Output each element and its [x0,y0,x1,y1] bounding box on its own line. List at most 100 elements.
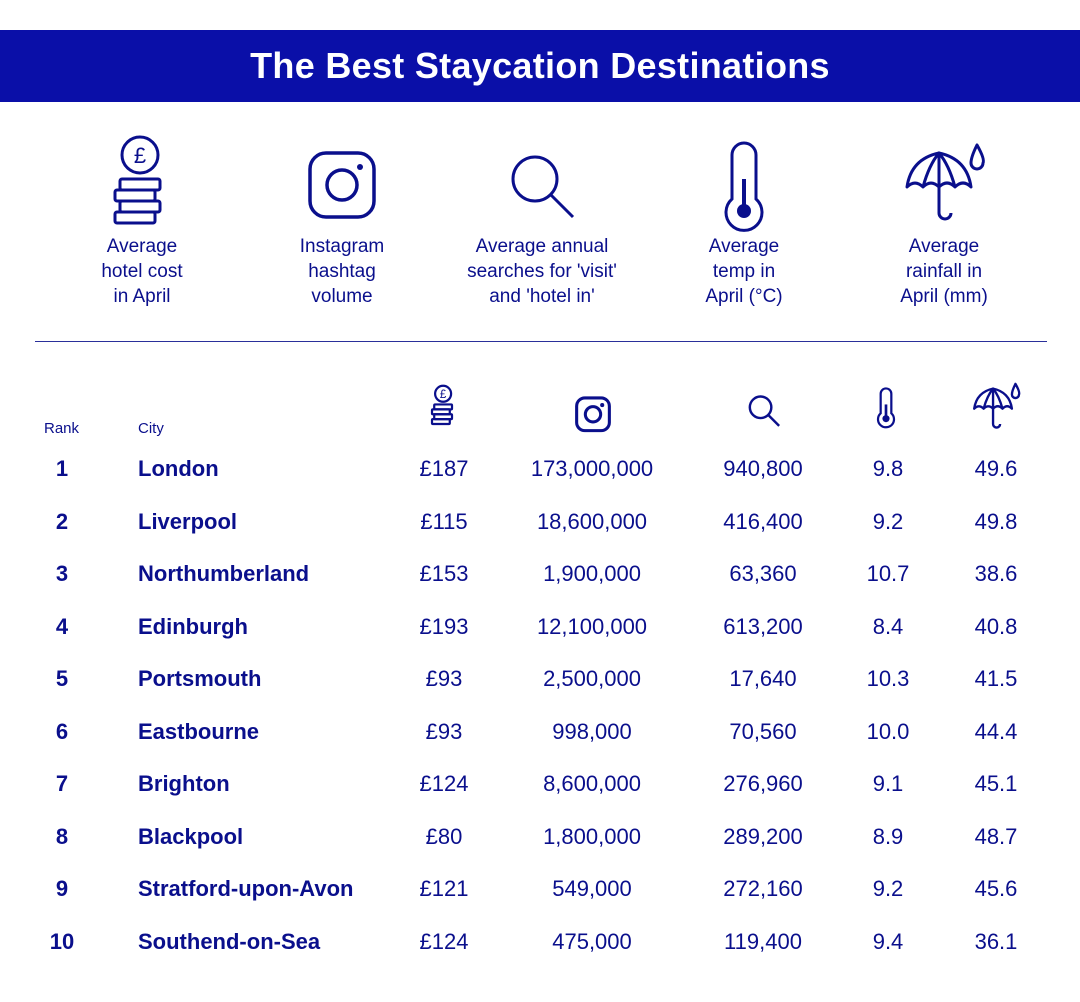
pound-coins-icon: £ [113,135,162,225]
searches-cell: 289,200 [723,823,803,849]
searches-cell: 63,360 [729,561,797,586]
rainfall-cell: 49.8 [974,508,1018,534]
rainfall-cell: 36.1 [974,928,1018,954]
rainfall-cell: 48.7 [974,823,1018,849]
table-row: 5 Portsmouth £93 2,500,000 17,640 10.3 41.5 [0,666,1080,718]
city-cell: Edinburgh [138,613,248,639]
legend: £ Average hotel cost in April Instagram … [0,135,1080,325]
rainfall-cell: 40.8 [974,613,1018,639]
table-row: 7 Brighton £124 8,600,000 276,960 9.1 45.1 [0,771,1080,823]
searches-cell: 276,960 [723,771,803,796]
city-cell: Northumberland [138,561,310,586]
thermometer-icon [724,141,764,232]
city-cell: Blackpool [138,823,244,849]
rank-cell: 3 [55,561,69,586]
hotel-cost-cell: £93 [425,718,463,744]
temperature-cell: 10.3 [866,666,910,691]
hotel-cost-cell: £115 [420,508,468,534]
rainfall-cell: 49.6 [974,456,1018,481]
searches-cell: 416,400 [723,508,803,534]
hotel-cost-cell: £80 [425,823,463,849]
legend-item-temperature: Average temp in April (°C) [644,135,844,309]
instagram-volume-cell: 998,000 [552,718,632,744]
magnifier-icon [511,155,575,219]
column-header-city: City [138,420,164,437]
divider [35,341,1047,342]
table-row: 10 Southend-on-Sea £124 475,000 119,400 9.4 36… [0,929,1080,981]
temperature-cell: 9.4 [872,928,904,954]
legend-label: Instagram hashtag volume [299,236,385,307]
rank-cell: 2 [55,508,69,534]
searches-cell: 119,400 [724,928,802,954]
rainfall-cell: 45.1 [974,771,1018,796]
legend-label: Average annual searches for 'visit' and … [467,236,617,307]
instagram-volume-cell: 18,600,000 [536,508,648,534]
instagram-volume-cell: 173,000,000 [530,456,654,481]
rank-cell: 7 [55,771,69,796]
city-cell: Eastbourne [138,718,260,744]
svg-text:£: £ [134,143,146,168]
table-row: 1 London £187 173,000,000 940,800 9.8 49.6 [0,456,1080,508]
hotel-cost-cell: £187 [419,456,469,481]
rank-cell: 10 [49,928,75,954]
instagram-volume-cell: 549,000 [552,876,632,901]
hotel-cost-cell: £93 [425,666,463,691]
city-cell: Stratford-upon-Avon [138,876,354,901]
rank-cell: 1 [55,456,69,481]
rank-cell: 6 [55,718,69,744]
instagram-volume-cell: 475,000 [552,928,632,954]
rank-cell: 8 [55,823,69,849]
umbrella-rain-icon [973,382,1021,429]
city-cell: Southend-on-Sea [138,928,321,954]
legend-label: Average temp in April (°C) [705,236,783,307]
svg-text:£: £ [440,389,447,401]
hotel-cost-cell: £153 [419,561,469,586]
city-cell: Liverpool [138,508,238,534]
rainfall-cell: 41.5 [974,666,1018,691]
temperature-cell: 8.4 [872,613,904,639]
city-cell: Brighton [138,771,230,796]
temperature-cell: 9.1 [872,771,904,796]
instagram-icon [308,151,376,219]
legend-item-searches: Average annual searches for 'visit' and … [442,135,642,309]
thermometer-icon [876,387,896,429]
temperature-cell: 9.2 [872,876,904,901]
searches-cell: 17,640 [729,666,797,691]
column-header-rank: Rank [44,420,80,437]
city-cell: London [138,456,219,481]
searches-cell: 613,200 [723,613,803,639]
searches-cell: 272,160 [723,876,803,901]
legend-label: Average hotel cost in April [101,236,183,307]
instagram-volume-cell: 1,900,000 [543,561,641,586]
temperature-cell: 10.0 [866,718,910,744]
legend-item-instagram: Instagram hashtag volume [242,135,442,309]
temperature-cell: 8.9 [872,823,904,849]
instagram-volume-cell: 1,800,000 [543,823,641,849]
legend-item-rainfall: Average rainfall in April (mm) [844,135,1044,309]
page-title: The Best Staycation Destinations [250,45,830,86]
rank-cell: 5 [55,666,69,691]
instagram-icon [575,396,611,433]
table-row: 6 Eastbourne £93 998,000 70,560 10.0 44.4 [0,719,1080,771]
rank-cell: 9 [55,876,69,901]
searches-cell: 70,560 [729,718,797,744]
temperature-cell: 9.8 [872,456,904,481]
rainfall-cell: 38.6 [974,561,1018,586]
table-row: 4 Edinburgh £193 12,100,000 613,200 8.4 40.8 [0,614,1080,666]
table-row: 2 Liverpool £115 18,600,000 416,400 9.2 49.8 [0,509,1080,561]
umbrella-rain-icon [905,143,985,221]
hotel-cost-cell: £121 [419,876,469,901]
rainfall-cell: 44.4 [974,718,1018,744]
instagram-volume-cell: 2,500,000 [543,666,641,691]
hotel-cost-cell: £124 [419,928,469,954]
table-row: 9 Stratford-upon-Avon £121 549,000 272,160 9.… [0,876,1080,928]
title-banner: The Best Staycation Destinations [0,30,1080,102]
instagram-volume-cell: 8,600,000 [543,771,641,796]
pound-coins-icon: £ [430,384,454,426]
city-cell: Portsmouth [138,666,262,691]
magnifier-icon [748,395,781,427]
rank-cell: 4 [55,613,69,639]
hotel-cost-cell: £124 [419,771,469,796]
table-row: 8 Blackpool £80 1,800,000 289,200 8.9 48.7 [0,824,1080,876]
legend-item-hotel-cost: £ Average hotel cost in April [42,135,242,309]
